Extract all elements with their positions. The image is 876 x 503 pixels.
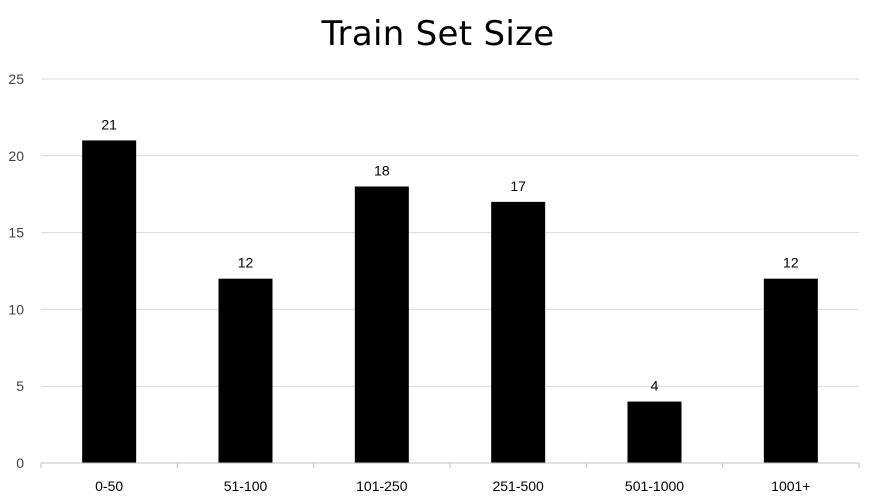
axes xyxy=(40,462,860,468)
y-tick-label: 0 xyxy=(16,455,24,471)
gridlines xyxy=(41,78,859,387)
y-tick-label: 10 xyxy=(8,301,24,317)
data-label: 17 xyxy=(510,178,526,194)
x-tick-label: 101-250 xyxy=(356,478,408,494)
y-tick-label: 20 xyxy=(8,148,24,164)
bar xyxy=(218,278,273,463)
bar xyxy=(627,401,682,463)
bar xyxy=(491,201,546,463)
bar xyxy=(763,278,818,463)
y-tick-label: 5 xyxy=(16,378,24,394)
data-label: 12 xyxy=(238,255,254,271)
y-tick-label: 25 xyxy=(8,71,24,87)
x-tick-label: 51-100 xyxy=(224,478,268,494)
x-tick-label: 1001+ xyxy=(771,478,810,494)
data-label: 12 xyxy=(783,255,799,271)
bar xyxy=(354,186,409,463)
bars xyxy=(82,140,818,463)
x-tick-label: 501-1000 xyxy=(625,478,684,494)
y-tick-label: 15 xyxy=(8,225,24,241)
data-label: 18 xyxy=(374,163,390,179)
data-label: 4 xyxy=(651,378,659,394)
bar xyxy=(82,140,137,463)
x-tick-label: 251-500 xyxy=(492,478,544,494)
data-label: 21 xyxy=(101,116,117,132)
x-tick-label: 0-50 xyxy=(95,478,123,494)
chart-title: Train Set Size xyxy=(321,14,555,54)
labels: 0 5 10 15 20 25 21 0-50 12 51-100 18 101-250 17 251-5… xyxy=(8,71,810,494)
